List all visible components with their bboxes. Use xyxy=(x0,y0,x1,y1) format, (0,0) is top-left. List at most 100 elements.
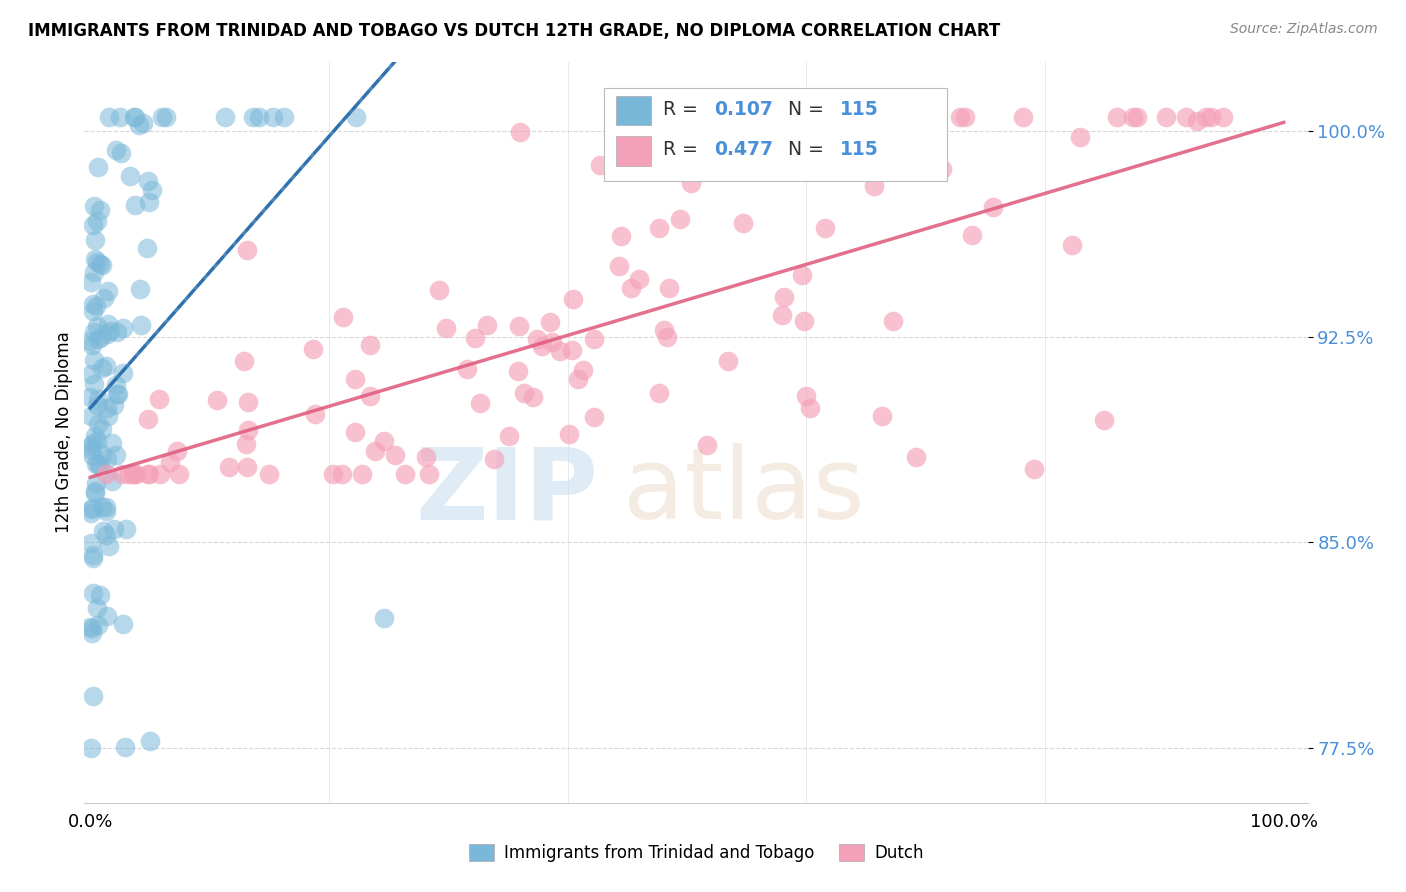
Text: 115: 115 xyxy=(841,100,879,119)
Point xyxy=(98,324,121,338)
Point xyxy=(105,387,128,401)
Point xyxy=(359,338,381,352)
Point xyxy=(509,125,531,139)
Point xyxy=(108,110,131,124)
Text: IMMIGRANTS FROM TRINIDAD AND TOBAGO VS DUTCH 12TH GRADE, NO DIPLOMA CORRELATION : IMMIGRANTS FROM TRINIDAD AND TOBAGO VS D… xyxy=(28,22,1001,40)
Point xyxy=(955,110,977,124)
Point xyxy=(80,506,103,520)
Point xyxy=(155,110,177,124)
Point xyxy=(862,179,884,194)
Point xyxy=(330,467,353,481)
Point xyxy=(1154,110,1177,124)
Point xyxy=(83,198,105,212)
Point xyxy=(257,467,280,481)
Point xyxy=(905,450,928,464)
Point xyxy=(93,524,115,539)
Point xyxy=(931,161,953,176)
Point xyxy=(236,243,259,257)
Point xyxy=(1199,110,1222,124)
Point xyxy=(79,334,101,348)
Point xyxy=(562,292,585,306)
Point xyxy=(799,401,821,415)
Point xyxy=(82,436,104,450)
Point xyxy=(86,318,108,333)
Point xyxy=(582,409,605,424)
Point xyxy=(620,281,643,295)
Point xyxy=(79,390,101,404)
Point xyxy=(122,110,145,124)
Point xyxy=(218,460,240,475)
Point xyxy=(103,398,125,412)
Point xyxy=(91,500,114,515)
Point xyxy=(671,150,693,164)
Point xyxy=(235,437,257,451)
Point xyxy=(129,318,152,333)
Bar xyxy=(616,136,651,166)
Point xyxy=(648,220,671,235)
Point xyxy=(468,396,491,410)
Point xyxy=(1126,110,1149,124)
Point xyxy=(80,621,103,635)
Point xyxy=(94,359,117,373)
Point xyxy=(94,467,117,481)
Point xyxy=(91,258,114,272)
Point xyxy=(87,417,110,431)
Point xyxy=(86,600,108,615)
Point xyxy=(122,467,145,481)
Point xyxy=(669,211,692,226)
Point xyxy=(373,434,395,448)
Point xyxy=(112,616,135,631)
Point xyxy=(498,428,520,442)
Point xyxy=(148,392,170,407)
Point xyxy=(238,394,260,409)
Point xyxy=(84,429,107,443)
Point xyxy=(561,343,583,357)
Point xyxy=(84,485,107,500)
Text: 0.107: 0.107 xyxy=(714,100,773,119)
Point xyxy=(1195,110,1218,124)
Point xyxy=(609,259,631,273)
Point xyxy=(482,451,505,466)
Point xyxy=(141,183,163,197)
Point xyxy=(89,202,111,217)
Point xyxy=(301,342,323,356)
Point xyxy=(101,436,124,450)
Point xyxy=(794,389,817,403)
Point xyxy=(87,392,110,406)
Point xyxy=(87,457,110,471)
Point xyxy=(1069,130,1091,145)
Point xyxy=(322,467,344,481)
Point xyxy=(875,110,897,124)
Text: 115: 115 xyxy=(841,140,879,160)
Legend: Immigrants from Trinidad and Tobago, Dutch: Immigrants from Trinidad and Tobago, Dut… xyxy=(461,837,931,869)
Point xyxy=(214,110,236,124)
Point xyxy=(80,409,103,423)
Point xyxy=(610,228,633,243)
Point xyxy=(122,467,145,481)
Point xyxy=(813,221,835,235)
Point xyxy=(136,411,159,425)
Point xyxy=(159,455,181,469)
Text: N =: N = xyxy=(787,140,830,160)
Point xyxy=(82,500,104,515)
Point xyxy=(80,367,103,381)
Point xyxy=(84,252,107,267)
Point xyxy=(1092,413,1115,427)
Point xyxy=(89,257,111,271)
Point xyxy=(949,110,972,124)
Point xyxy=(567,372,589,386)
Point xyxy=(80,536,103,550)
Point xyxy=(981,201,1004,215)
Point xyxy=(540,334,562,349)
Point xyxy=(128,118,150,132)
Point xyxy=(83,233,105,247)
Text: 0.477: 0.477 xyxy=(714,140,773,160)
Point xyxy=(80,741,103,756)
Point xyxy=(344,372,367,386)
Point xyxy=(538,315,561,329)
Point xyxy=(508,363,530,377)
Point xyxy=(117,467,139,481)
Point xyxy=(110,146,132,161)
Text: R =: R = xyxy=(664,140,704,160)
Point xyxy=(747,161,769,176)
